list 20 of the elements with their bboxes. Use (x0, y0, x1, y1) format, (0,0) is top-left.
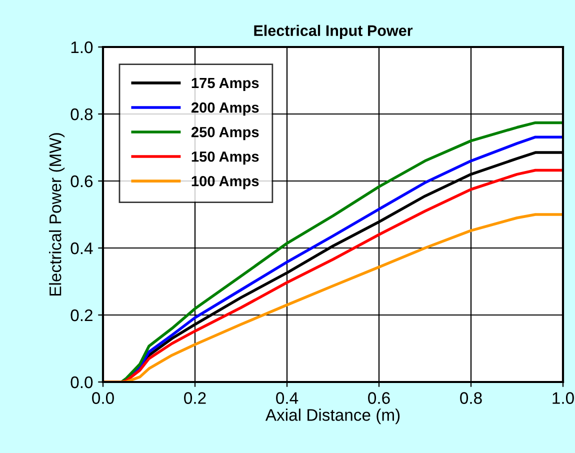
x-tick-label: 1.0 (552, 392, 574, 404)
y-tick-label: 0.8 (70, 108, 93, 120)
x-tick-label: 0.8 (460, 392, 482, 404)
legend-label: 200 Amps (191, 102, 259, 116)
y-axis-title: Electrical Power (MW) (49, 133, 65, 296)
legend-label: 100 Amps (192, 176, 259, 190)
chart-title: Electrical Input Power (254, 24, 413, 40)
x-tick-label: 0.6 (368, 392, 390, 404)
y-tick-label: 0.0 (70, 376, 93, 388)
legend-label: 250 Amps (191, 126, 259, 140)
y-tick-label: 0.6 (70, 175, 93, 188)
y-tick-label: 1.0 (71, 41, 93, 54)
x-tick-label: 0.2 (184, 392, 206, 404)
legend-label: 150 Amps (192, 151, 259, 165)
y-tick-label: 0.4 (70, 242, 93, 254)
y-tick-label: 0.2 (70, 309, 92, 322)
legend-label: 175 Amps (192, 78, 259, 92)
x-tick-label: 0.0 (92, 392, 114, 404)
x-axis-title: Axial Distance (m) (265, 408, 400, 424)
x-tick-label: 0.4 (276, 392, 298, 404)
